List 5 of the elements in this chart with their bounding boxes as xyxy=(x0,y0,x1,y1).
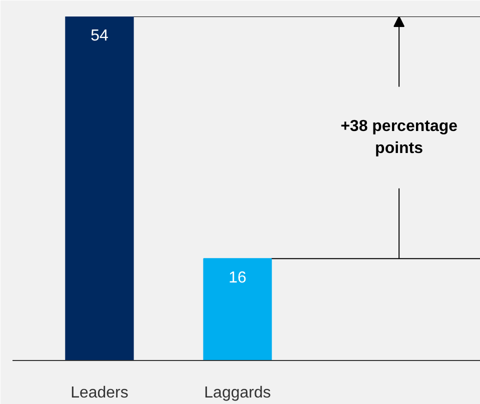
data-label: 16 xyxy=(228,270,247,287)
data-label: 54 xyxy=(90,28,108,44)
x-tick-label: Laggards xyxy=(204,384,271,402)
x-tick-label: Leaders xyxy=(70,384,128,402)
text: +38 percentage points xyxy=(340,118,458,158)
